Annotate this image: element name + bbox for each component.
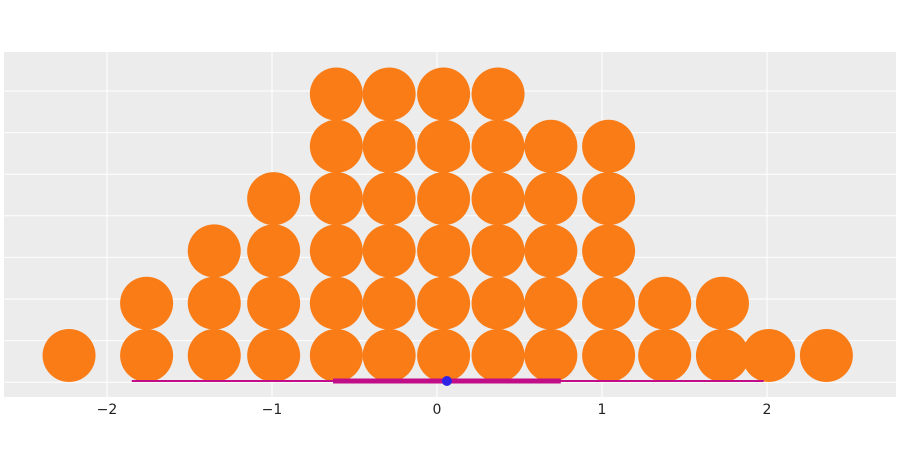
dot-marker (799, 329, 853, 382)
dot-marker (471, 67, 525, 121)
dot-marker (309, 224, 363, 278)
dot-marker (247, 172, 301, 226)
dot-marker (120, 329, 174, 382)
dot-marker (309, 329, 363, 382)
dot-marker (362, 67, 416, 121)
dot-marker (582, 329, 636, 382)
dot-marker (524, 224, 578, 278)
dot-marker (309, 67, 363, 121)
x-tick-label: 0 (433, 402, 442, 418)
dot-marker (417, 67, 471, 121)
dot-marker (417, 172, 471, 226)
dot-marker (582, 172, 636, 226)
credible-interval (131, 376, 764, 386)
dot-marker (471, 172, 525, 226)
dot-marker (362, 224, 416, 278)
x-tick-label: −1 (262, 402, 283, 418)
dot-marker (362, 329, 416, 382)
dot-marker (187, 224, 241, 278)
dot-marker (309, 119, 363, 173)
dot-marker (417, 224, 471, 278)
dot-marker (471, 329, 525, 382)
dot-marker (417, 329, 471, 382)
dot-columns (42, 67, 853, 382)
dot-marker (309, 172, 363, 226)
dot-marker (524, 119, 578, 173)
dot-marker (524, 172, 578, 226)
dot-marker (524, 329, 578, 382)
dot-marker (187, 329, 241, 382)
x-tick-label: 1 (598, 402, 607, 418)
dot-marker (471, 119, 525, 173)
dot-marker (471, 276, 525, 330)
dot-marker (247, 224, 301, 278)
dot-marker (247, 329, 301, 382)
x-axis: −2 −1 0 1 2 (97, 402, 772, 418)
x-tick-label: 2 (763, 402, 772, 418)
dot-marker (582, 224, 636, 278)
dot-marker (362, 172, 416, 226)
dot-marker (42, 329, 96, 382)
dot-marker (309, 276, 363, 330)
dot-marker (247, 276, 301, 330)
dot-marker (695, 329, 749, 382)
point-estimate-marker (441, 376, 452, 386)
dot-marker (695, 276, 749, 330)
dot-marker (362, 276, 416, 330)
dot-marker (417, 119, 471, 173)
dot-marker (187, 276, 241, 330)
dot-marker (582, 119, 636, 173)
dot-marker (471, 224, 525, 278)
dot-marker (638, 276, 692, 330)
dot-marker (742, 329, 796, 382)
dot-marker (417, 276, 471, 330)
x-tick-label: −2 (97, 402, 118, 418)
dot-marker (120, 276, 174, 330)
dot-marker (362, 119, 416, 173)
dot-marker (582, 276, 636, 330)
dot-marker (524, 276, 578, 330)
dot-marker (638, 329, 692, 382)
